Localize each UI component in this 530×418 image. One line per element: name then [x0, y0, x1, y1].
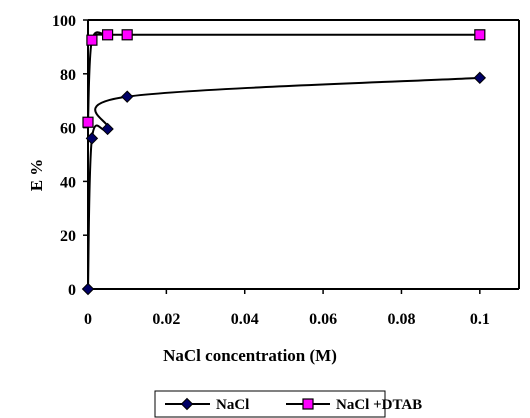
series-square-group	[82, 29, 486, 128]
x-axis-title: NaCl concentration (M)	[163, 346, 337, 365]
series-line	[87, 76, 480, 290]
legend-label: NaCl +DTAB	[336, 397, 422, 413]
y-tick-label: 80	[60, 67, 76, 84]
data-point	[473, 71, 487, 85]
legend-box	[154, 390, 386, 418]
x-tick-label: 0	[84, 311, 92, 328]
series-diamond-group	[81, 71, 487, 296]
x-tick-label: 0.06	[309, 311, 337, 328]
y-tick-label: 0	[68, 282, 76, 299]
data-point	[101, 122, 114, 136]
x-tick-label: 0.08	[387, 311, 415, 328]
y-tick-label: 100	[52, 13, 76, 30]
x-tick-label: 0.1	[470, 311, 490, 328]
y-tick-label: 60	[60, 121, 76, 138]
data-point	[86, 34, 98, 46]
data-point	[121, 29, 133, 41]
y-axis-title: E %	[27, 159, 46, 192]
x-tick-label: 0.04	[231, 311, 259, 328]
legend-label: NaCl	[216, 397, 249, 413]
x-tick-label: 0.02	[152, 311, 180, 328]
data-point	[101, 29, 114, 41]
data-point	[474, 29, 486, 41]
legend-marker	[302, 398, 314, 410]
series-layer	[81, 29, 487, 296]
data-point	[82, 116, 94, 128]
legend-marker	[180, 397, 194, 411]
y-tick-label: 20	[60, 228, 76, 245]
data-point	[120, 90, 134, 103]
y-tick-label: 40	[60, 174, 76, 191]
axes: 0 20 40 60 80 100 0 0.02 0.04 0.06 0.08 0.1	[52, 13, 520, 328]
data-point	[85, 132, 99, 145]
legend: NaCl NaCl +DTAB	[154, 390, 422, 418]
series-line	[87, 31, 480, 123]
data-point	[81, 282, 95, 296]
